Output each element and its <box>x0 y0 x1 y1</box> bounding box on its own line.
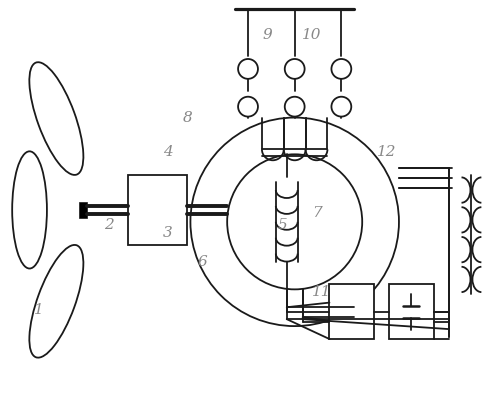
Text: 12: 12 <box>377 144 396 158</box>
Bar <box>79 202 87 218</box>
Text: 1: 1 <box>34 302 44 317</box>
Text: 5: 5 <box>278 218 287 232</box>
Bar <box>330 285 374 339</box>
Text: 11: 11 <box>312 285 332 299</box>
Text: 2: 2 <box>104 218 114 232</box>
Text: 10: 10 <box>302 28 322 42</box>
Bar <box>128 175 188 245</box>
Text: 9: 9 <box>262 28 272 42</box>
Text: 7: 7 <box>312 206 322 220</box>
Text: 3: 3 <box>163 226 173 240</box>
Text: 8: 8 <box>183 111 193 125</box>
Text: 6: 6 <box>198 255 207 269</box>
Text: 4: 4 <box>163 144 173 158</box>
Bar <box>389 285 434 339</box>
